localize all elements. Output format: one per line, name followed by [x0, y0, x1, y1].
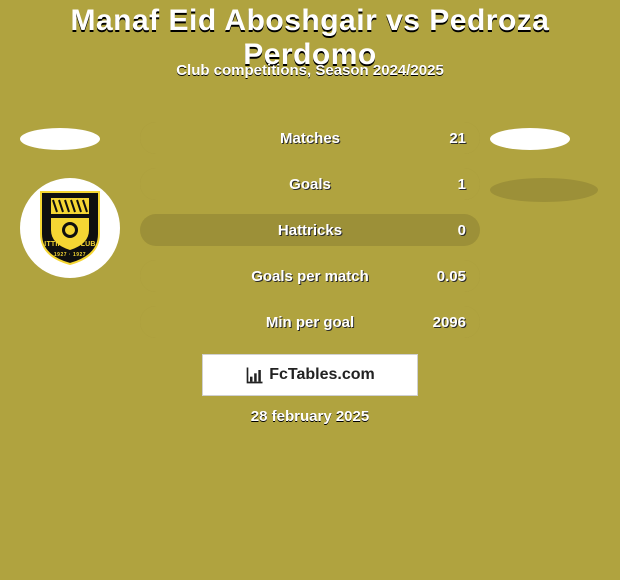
attribution-inner: FcTables.com	[245, 365, 375, 385]
attribution-box: FcTables.com	[202, 354, 418, 396]
bar-value: 0	[458, 214, 466, 246]
stat-bar-row: Goals1	[140, 168, 480, 200]
bar-chart-icon	[245, 365, 265, 385]
deco-ellipse	[490, 178, 598, 202]
bar-label: Matches	[140, 122, 480, 154]
stat-bars: Matches21 Goals1 Hattricks0 Goals per match…	[140, 122, 480, 352]
club-badge: ITTIHAD CLUB 1927 · 1927	[20, 178, 120, 278]
bar-label: Min per goal	[140, 306, 480, 338]
bar-value: 0.05	[437, 260, 466, 292]
subtitle: Club competitions, Season 2024/2025 Club…	[0, 62, 620, 79]
stat-bar-row: Hattricks0	[140, 214, 480, 246]
deco-ellipse	[20, 128, 100, 150]
bar-value: 1	[458, 168, 466, 200]
club-years: 1927 · 1927	[37, 252, 103, 258]
subtitle-text: Club competitions, Season 2024/2025	[176, 62, 444, 79]
club-shield: ITTIHAD CLUB 1927 · 1927	[37, 190, 103, 266]
deco-ellipse	[490, 128, 570, 150]
club-name: ITTIHAD CLUB	[37, 241, 103, 248]
stat-bar-row: Matches21	[140, 122, 480, 154]
stat-bar-row: Min per goal2096	[140, 306, 480, 338]
bar-label: Hattricks	[140, 214, 480, 246]
bar-value: 21	[449, 122, 466, 154]
date-line: 28 february 2025 28 february 2025	[0, 408, 620, 425]
stat-bar-row: Goals per match0.05	[140, 260, 480, 292]
bar-label: Goals	[140, 168, 480, 200]
bar-label: Goals per match	[140, 260, 480, 292]
comparison-infographic: Manaf Eid Aboshgair vs Pedroza Perdomo M…	[0, 0, 620, 580]
bar-value: 2096	[433, 306, 466, 338]
attribution-text: FcTables.com	[269, 366, 375, 384]
date-text: 28 february 2025	[251, 408, 369, 425]
